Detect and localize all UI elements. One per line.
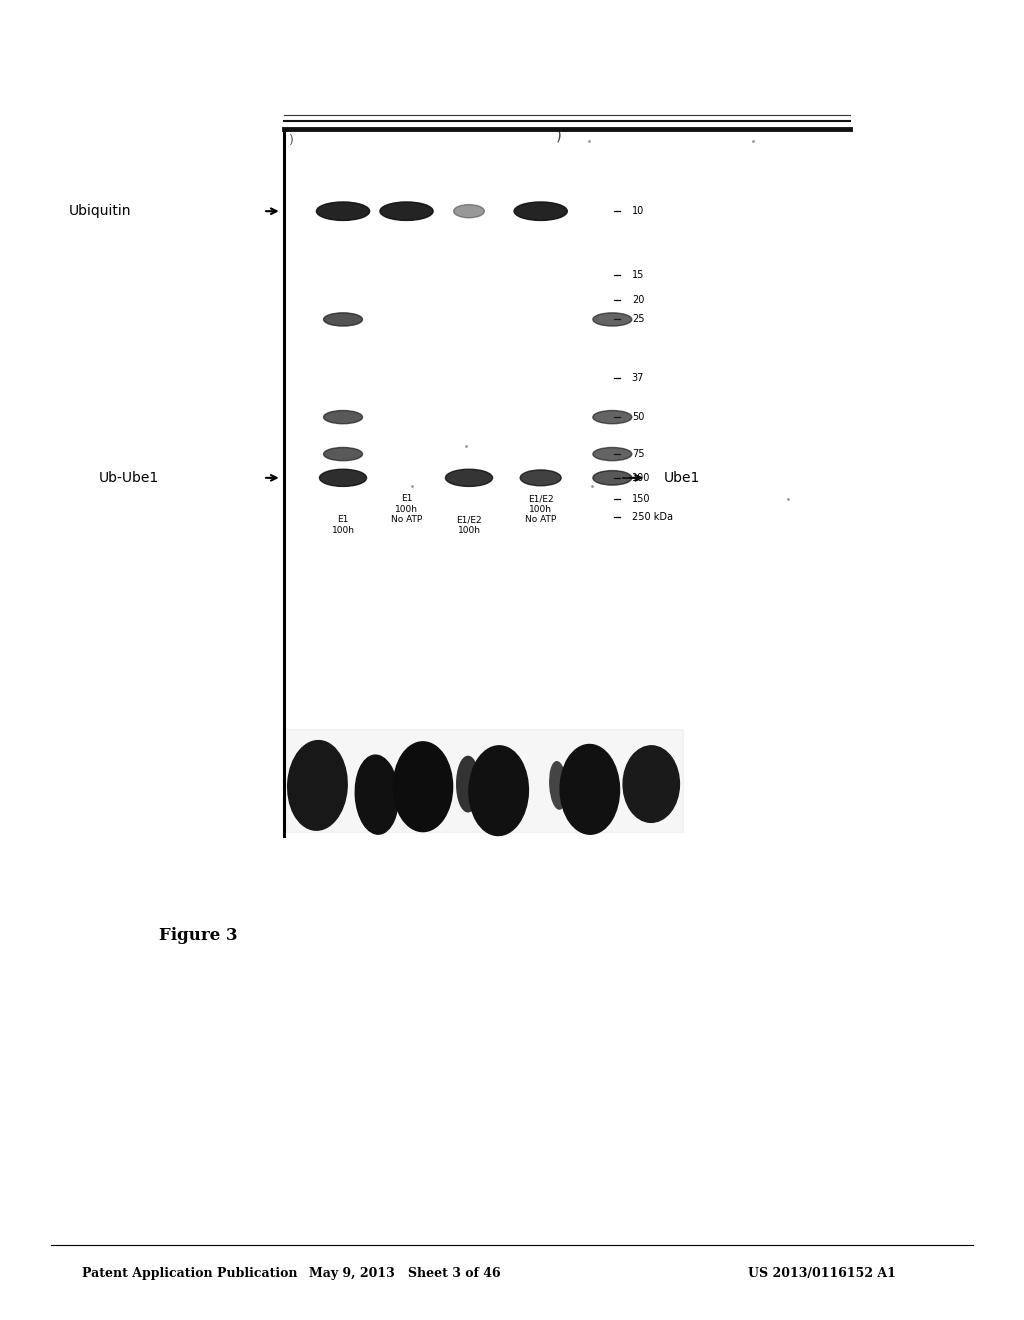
Text: Figure 3: Figure 3 (159, 927, 238, 944)
Ellipse shape (469, 746, 528, 836)
Ellipse shape (319, 470, 367, 487)
Ellipse shape (457, 756, 479, 812)
Ellipse shape (623, 746, 680, 822)
Text: Ub-Ube1: Ub-Ube1 (98, 471, 159, 484)
Ellipse shape (593, 411, 632, 424)
Text: 37: 37 (632, 372, 644, 383)
Text: 50: 50 (632, 412, 644, 422)
Ellipse shape (393, 742, 453, 832)
Ellipse shape (593, 471, 632, 486)
Ellipse shape (324, 313, 362, 326)
Ellipse shape (380, 202, 433, 220)
Ellipse shape (288, 741, 347, 830)
Text: E1/E2
100h
No ATP: E1/E2 100h No ATP (525, 494, 556, 524)
Text: 250 kDa: 250 kDa (632, 512, 673, 523)
Text: Ube1: Ube1 (664, 471, 700, 484)
Text: May 9, 2013   Sheet 3 of 46: May 9, 2013 Sheet 3 of 46 (308, 1267, 501, 1280)
Ellipse shape (445, 470, 493, 487)
Text: 15: 15 (632, 269, 644, 280)
Text: E1/E2
100h: E1/E2 100h (456, 515, 482, 535)
Text: E1
100h: E1 100h (332, 515, 354, 535)
Text: US 2013/0116152 A1: US 2013/0116152 A1 (748, 1267, 895, 1280)
Ellipse shape (520, 470, 561, 486)
Text: ): ) (289, 133, 294, 147)
Text: E1
100h
No ATP: E1 100h No ATP (391, 494, 422, 524)
Ellipse shape (593, 447, 632, 461)
Text: 25: 25 (632, 314, 644, 325)
Ellipse shape (355, 755, 398, 834)
Ellipse shape (593, 313, 632, 326)
Ellipse shape (550, 762, 566, 809)
Text: 20: 20 (632, 294, 644, 305)
Bar (284, 729, 683, 832)
Ellipse shape (324, 411, 362, 424)
Ellipse shape (560, 744, 620, 834)
Text: 75: 75 (632, 449, 644, 459)
Text: Ubiquitin: Ubiquitin (69, 205, 131, 218)
Ellipse shape (316, 202, 370, 220)
Ellipse shape (454, 205, 484, 218)
Text: ): ) (556, 128, 562, 143)
Text: 150: 150 (632, 494, 650, 504)
Text: 100: 100 (632, 473, 650, 483)
Text: 10: 10 (632, 206, 644, 216)
Ellipse shape (514, 202, 567, 220)
Ellipse shape (324, 447, 362, 461)
Text: Patent Application Publication: Patent Application Publication (82, 1267, 297, 1280)
